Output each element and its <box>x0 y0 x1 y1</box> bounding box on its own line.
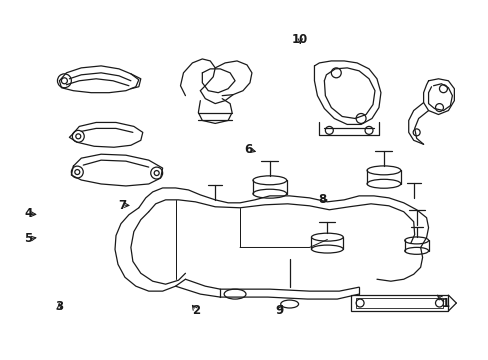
Bar <box>355 298 443 308</box>
Text: 1: 1 <box>441 297 449 310</box>
Text: 3: 3 <box>55 300 63 313</box>
Text: 8: 8 <box>317 193 325 206</box>
Text: 2: 2 <box>191 304 200 317</box>
Text: 6: 6 <box>244 143 252 156</box>
Text: 7: 7 <box>118 198 126 212</box>
Text: 9: 9 <box>275 304 283 317</box>
Text: 5: 5 <box>24 233 33 246</box>
Text: 4: 4 <box>24 207 33 220</box>
Bar <box>350 295 447 311</box>
Text: 10: 10 <box>291 33 308 46</box>
